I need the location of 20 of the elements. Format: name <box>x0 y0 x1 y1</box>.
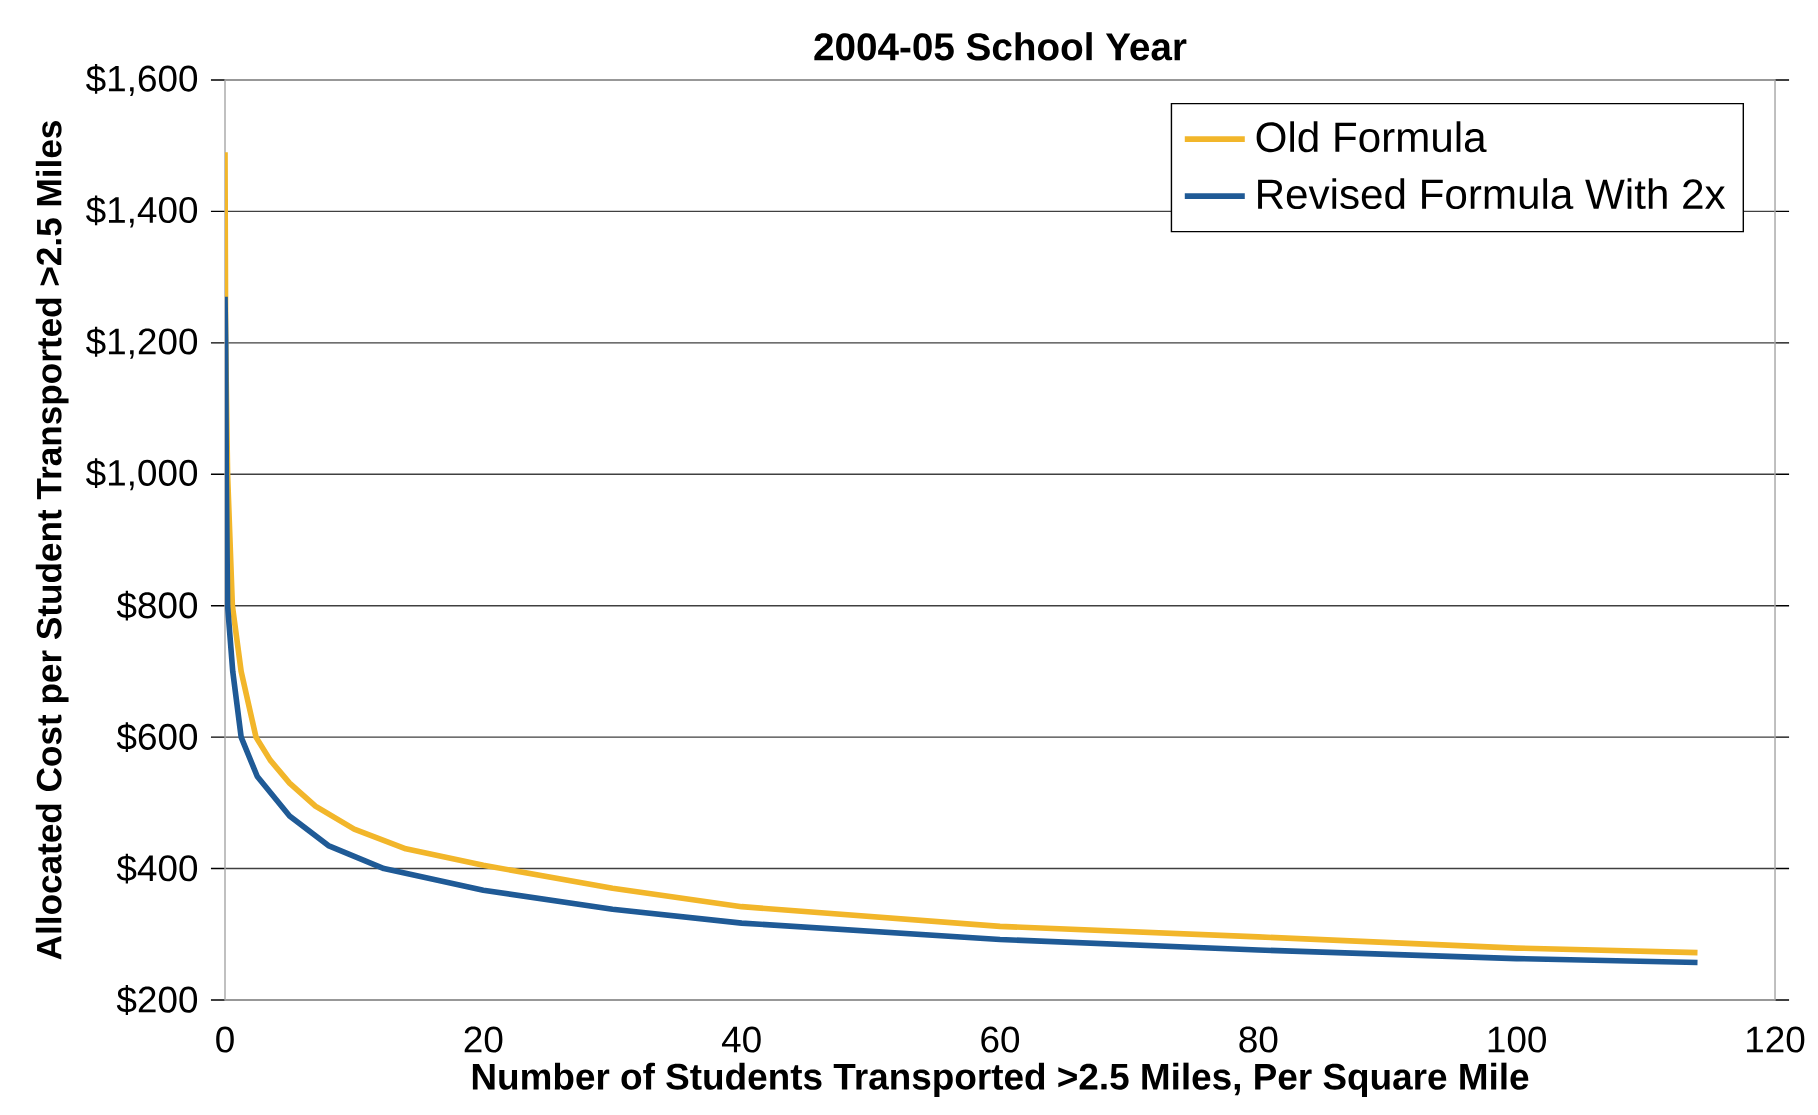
x-tick-label: 100 <box>1488 1026 1546 1053</box>
x-tick-label: 20 <box>464 1026 503 1053</box>
y-tick-label: $600 <box>116 722 198 753</box>
y-tick-label: $400 <box>116 853 198 884</box>
x-tick-label: 80 <box>1239 1026 1278 1053</box>
x-tick-label: 40 <box>721 1026 761 1053</box>
y-axis-title: Allocated Cost per Student Transported >2.5 Miles <box>35 121 69 960</box>
chart-title: 2004-05 School Year <box>814 32 1187 61</box>
legend-label: Old Formula <box>1256 121 1487 153</box>
y-tick-label: $200 <box>116 985 198 1015</box>
x-axis-title: Number of Students Transported >2.5 Miles, Per Square Mile <box>472 1062 1529 1098</box>
x-tick-label: 0 <box>216 1026 234 1053</box>
y-tick-label: $800 <box>116 590 198 621</box>
x-tick-label: 60 <box>981 1026 1020 1053</box>
x-tick-label: 120 <box>1747 1026 1805 1053</box>
y-tick-label: $1,200 <box>86 326 198 359</box>
y-tick-label: $1,400 <box>86 195 198 228</box>
legend-label: Revised Formula With 2x <box>1258 178 1726 210</box>
y-tick-label: $1,600 <box>86 63 198 97</box>
y-tick-label: $1,000 <box>86 458 198 491</box>
